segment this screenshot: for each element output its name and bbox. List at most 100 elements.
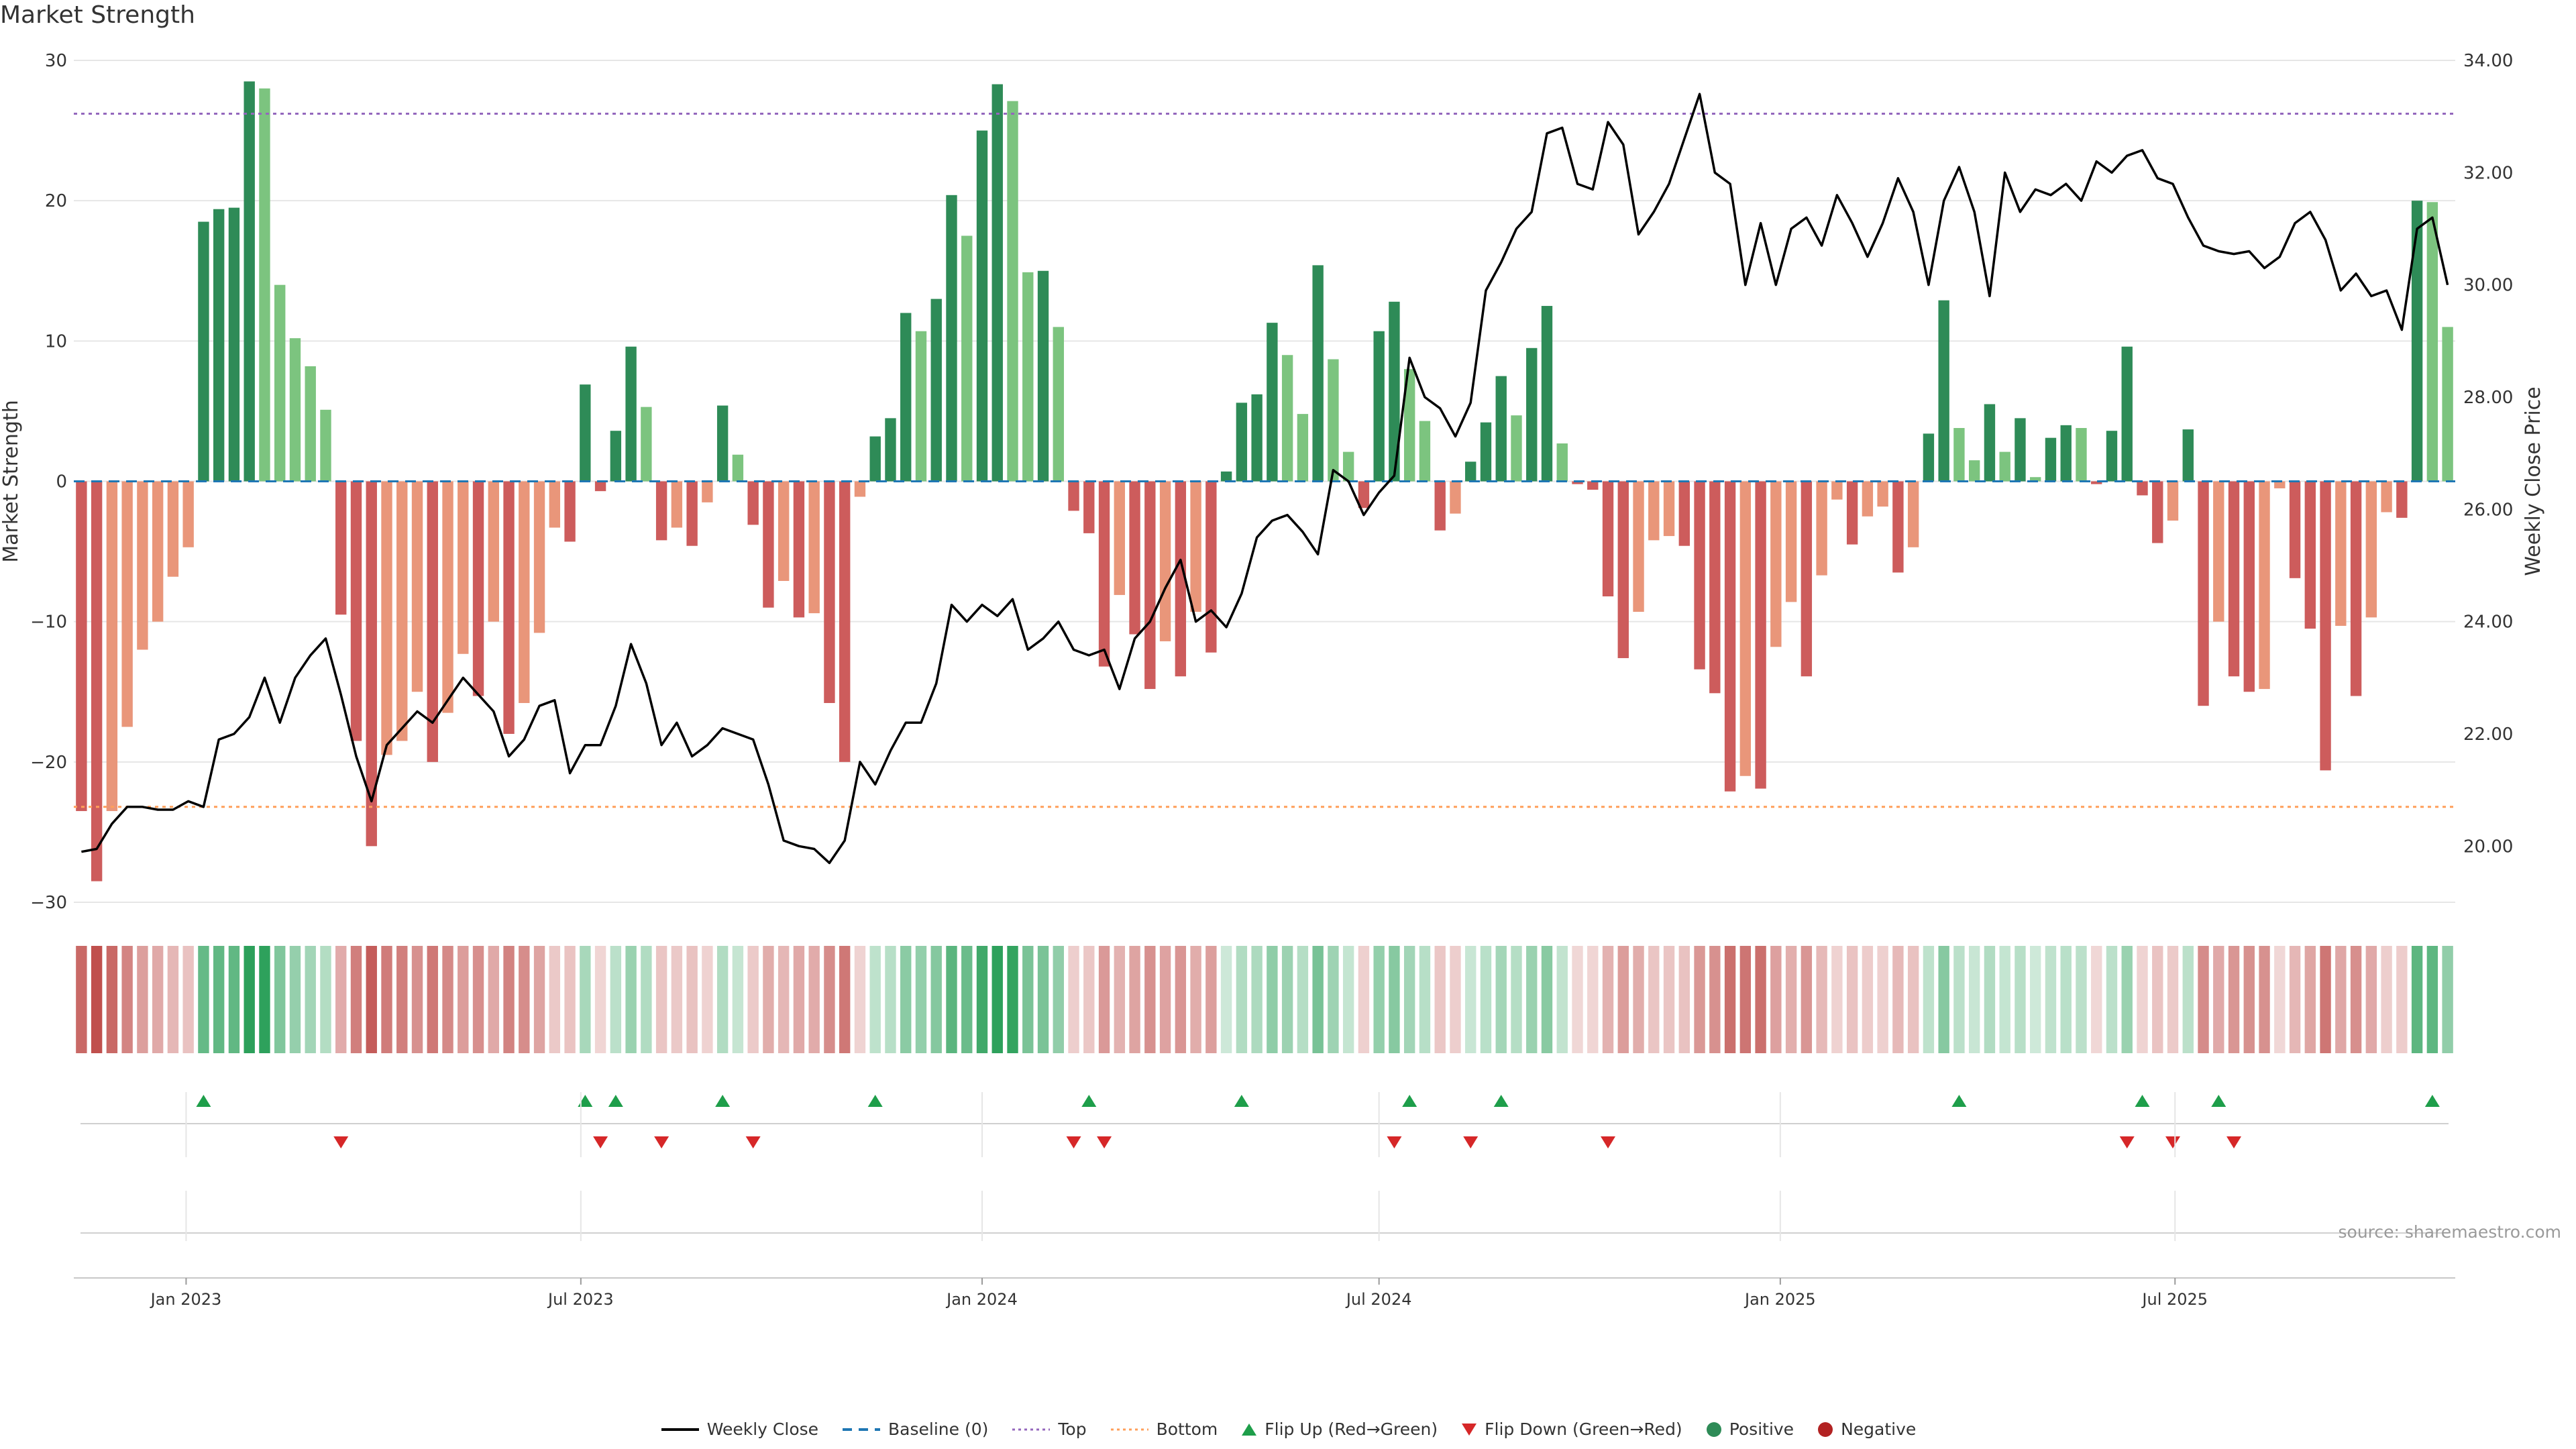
- strength-bar: [655, 481, 667, 541]
- strength-bar: [1114, 481, 1126, 595]
- heat-cell: [2106, 946, 2118, 1053]
- heat-cell: [442, 946, 453, 1053]
- strength-bar: [2320, 481, 2331, 771]
- heat-cell: [1434, 946, 1446, 1053]
- heat-cell: [1999, 946, 2010, 1053]
- strength-bar: [1678, 481, 1690, 546]
- flip-down-marker: [1601, 1136, 1616, 1148]
- legend-item: Negative: [1817, 1419, 1916, 1439]
- heat-cell: [472, 946, 484, 1053]
- heat-cell: [869, 946, 881, 1053]
- heat-cell: [1358, 946, 1370, 1053]
- legend-item: Positive: [1705, 1419, 1794, 1439]
- heat-cell: [777, 946, 790, 1053]
- heat-cell: [1083, 946, 1095, 1053]
- strength-bar: [564, 481, 576, 542]
- strength-bar: [1953, 428, 1965, 482]
- heat-cell: [198, 946, 209, 1053]
- heat-cell: [2381, 946, 2392, 1053]
- strength-bar: [549, 481, 561, 528]
- flip-up-marker: [2211, 1095, 2226, 1107]
- strength-bar: [885, 418, 896, 482]
- strength-bar: [198, 221, 209, 482]
- strength-bar: [228, 207, 240, 482]
- heat-cell: [121, 946, 133, 1053]
- strength-bar: [2137, 481, 2148, 496]
- strength-bar: [777, 481, 790, 582]
- strength-bar: [1312, 265, 1324, 482]
- strength-bar: [702, 481, 713, 502]
- legend-swatch: [1242, 1423, 1257, 1436]
- strength-bar: [1907, 481, 1919, 547]
- strength-bar: [2381, 481, 2392, 513]
- heat-cell: [519, 946, 530, 1053]
- heat-cell: [1220, 946, 1232, 1053]
- strength-bar: [305, 366, 316, 482]
- heat-cell: [411, 946, 423, 1053]
- strength-bar: [1724, 481, 1736, 792]
- strength-bar: [1342, 451, 1354, 482]
- strength-bar: [2213, 481, 2224, 622]
- strength-bar: [1984, 404, 1996, 482]
- legend-swatch-mark: [1462, 1423, 1477, 1436]
- heat-cell: [274, 946, 286, 1053]
- strength-bar: [1633, 481, 1644, 612]
- heat-cell: [2137, 946, 2148, 1053]
- legend-swatch-mark: [1706, 1421, 1721, 1437]
- heat-cell: [335, 946, 347, 1053]
- y-tick-label: −20: [30, 753, 67, 773]
- strength-bar: [2121, 346, 2133, 482]
- heat-cell: [1739, 946, 1752, 1053]
- strength-bar: [519, 481, 530, 703]
- y2-tick-label: 26.00: [2463, 500, 2513, 520]
- heat-cell: [1495, 946, 1507, 1053]
- legend-swatch: [1110, 1428, 1148, 1430]
- strength-bar: [106, 481, 118, 812]
- strength-bar: [289, 338, 301, 482]
- strength-bar: [1022, 272, 1034, 482]
- strength-bar: [1251, 394, 1263, 482]
- flip-down-marker: [2165, 1136, 2181, 1148]
- strength-bar: [244, 81, 255, 482]
- flip-down-marker: [593, 1136, 608, 1148]
- strength-bar: [1755, 481, 1766, 789]
- strength-bar: [1587, 481, 1599, 490]
- flip-up-marker: [1951, 1095, 1967, 1107]
- strength-bar: [641, 407, 652, 482]
- heat-cell: [1312, 946, 1324, 1053]
- flip-down-marker: [2119, 1136, 2135, 1148]
- heat-cell: [1403, 946, 1415, 1053]
- heat-cell: [702, 946, 713, 1053]
- strength-bar: [1846, 481, 1858, 545]
- strength-bar: [1556, 443, 1568, 482]
- heat-cell: [1587, 946, 1599, 1053]
- strength-bar: [625, 346, 637, 482]
- legend-item: Baseline (0): [841, 1419, 988, 1439]
- heat-cell: [1007, 946, 1018, 1053]
- heat-cell: [580, 946, 591, 1053]
- strength-bar: [1328, 359, 1339, 482]
- heat-cell: [137, 946, 148, 1053]
- heat-cell: [1663, 946, 1675, 1053]
- strength-bar: [2152, 481, 2163, 543]
- heat-cell: [1175, 946, 1187, 1053]
- strength-bar: [213, 209, 225, 482]
- heat-cell: [305, 946, 316, 1053]
- heat-cell: [808, 946, 820, 1053]
- flip-up-marker: [1081, 1095, 1097, 1107]
- legend-swatch: [1818, 1421, 1833, 1437]
- heat-cell: [167, 946, 179, 1053]
- heat-cell: [1342, 946, 1354, 1053]
- strength-bar: [76, 481, 87, 812]
- strength-bar: [2228, 481, 2240, 677]
- strength-bar: [1785, 481, 1797, 602]
- strength-bar: [1862, 481, 1874, 517]
- flip-up-marker: [196, 1095, 211, 1107]
- heat-cell: [1678, 946, 1690, 1053]
- heat-cell: [655, 946, 667, 1053]
- heat-cell: [1541, 946, 1553, 1053]
- strength-bar: [610, 431, 622, 482]
- heat-cell: [2076, 946, 2087, 1053]
- flip-down-marker: [2226, 1136, 2242, 1148]
